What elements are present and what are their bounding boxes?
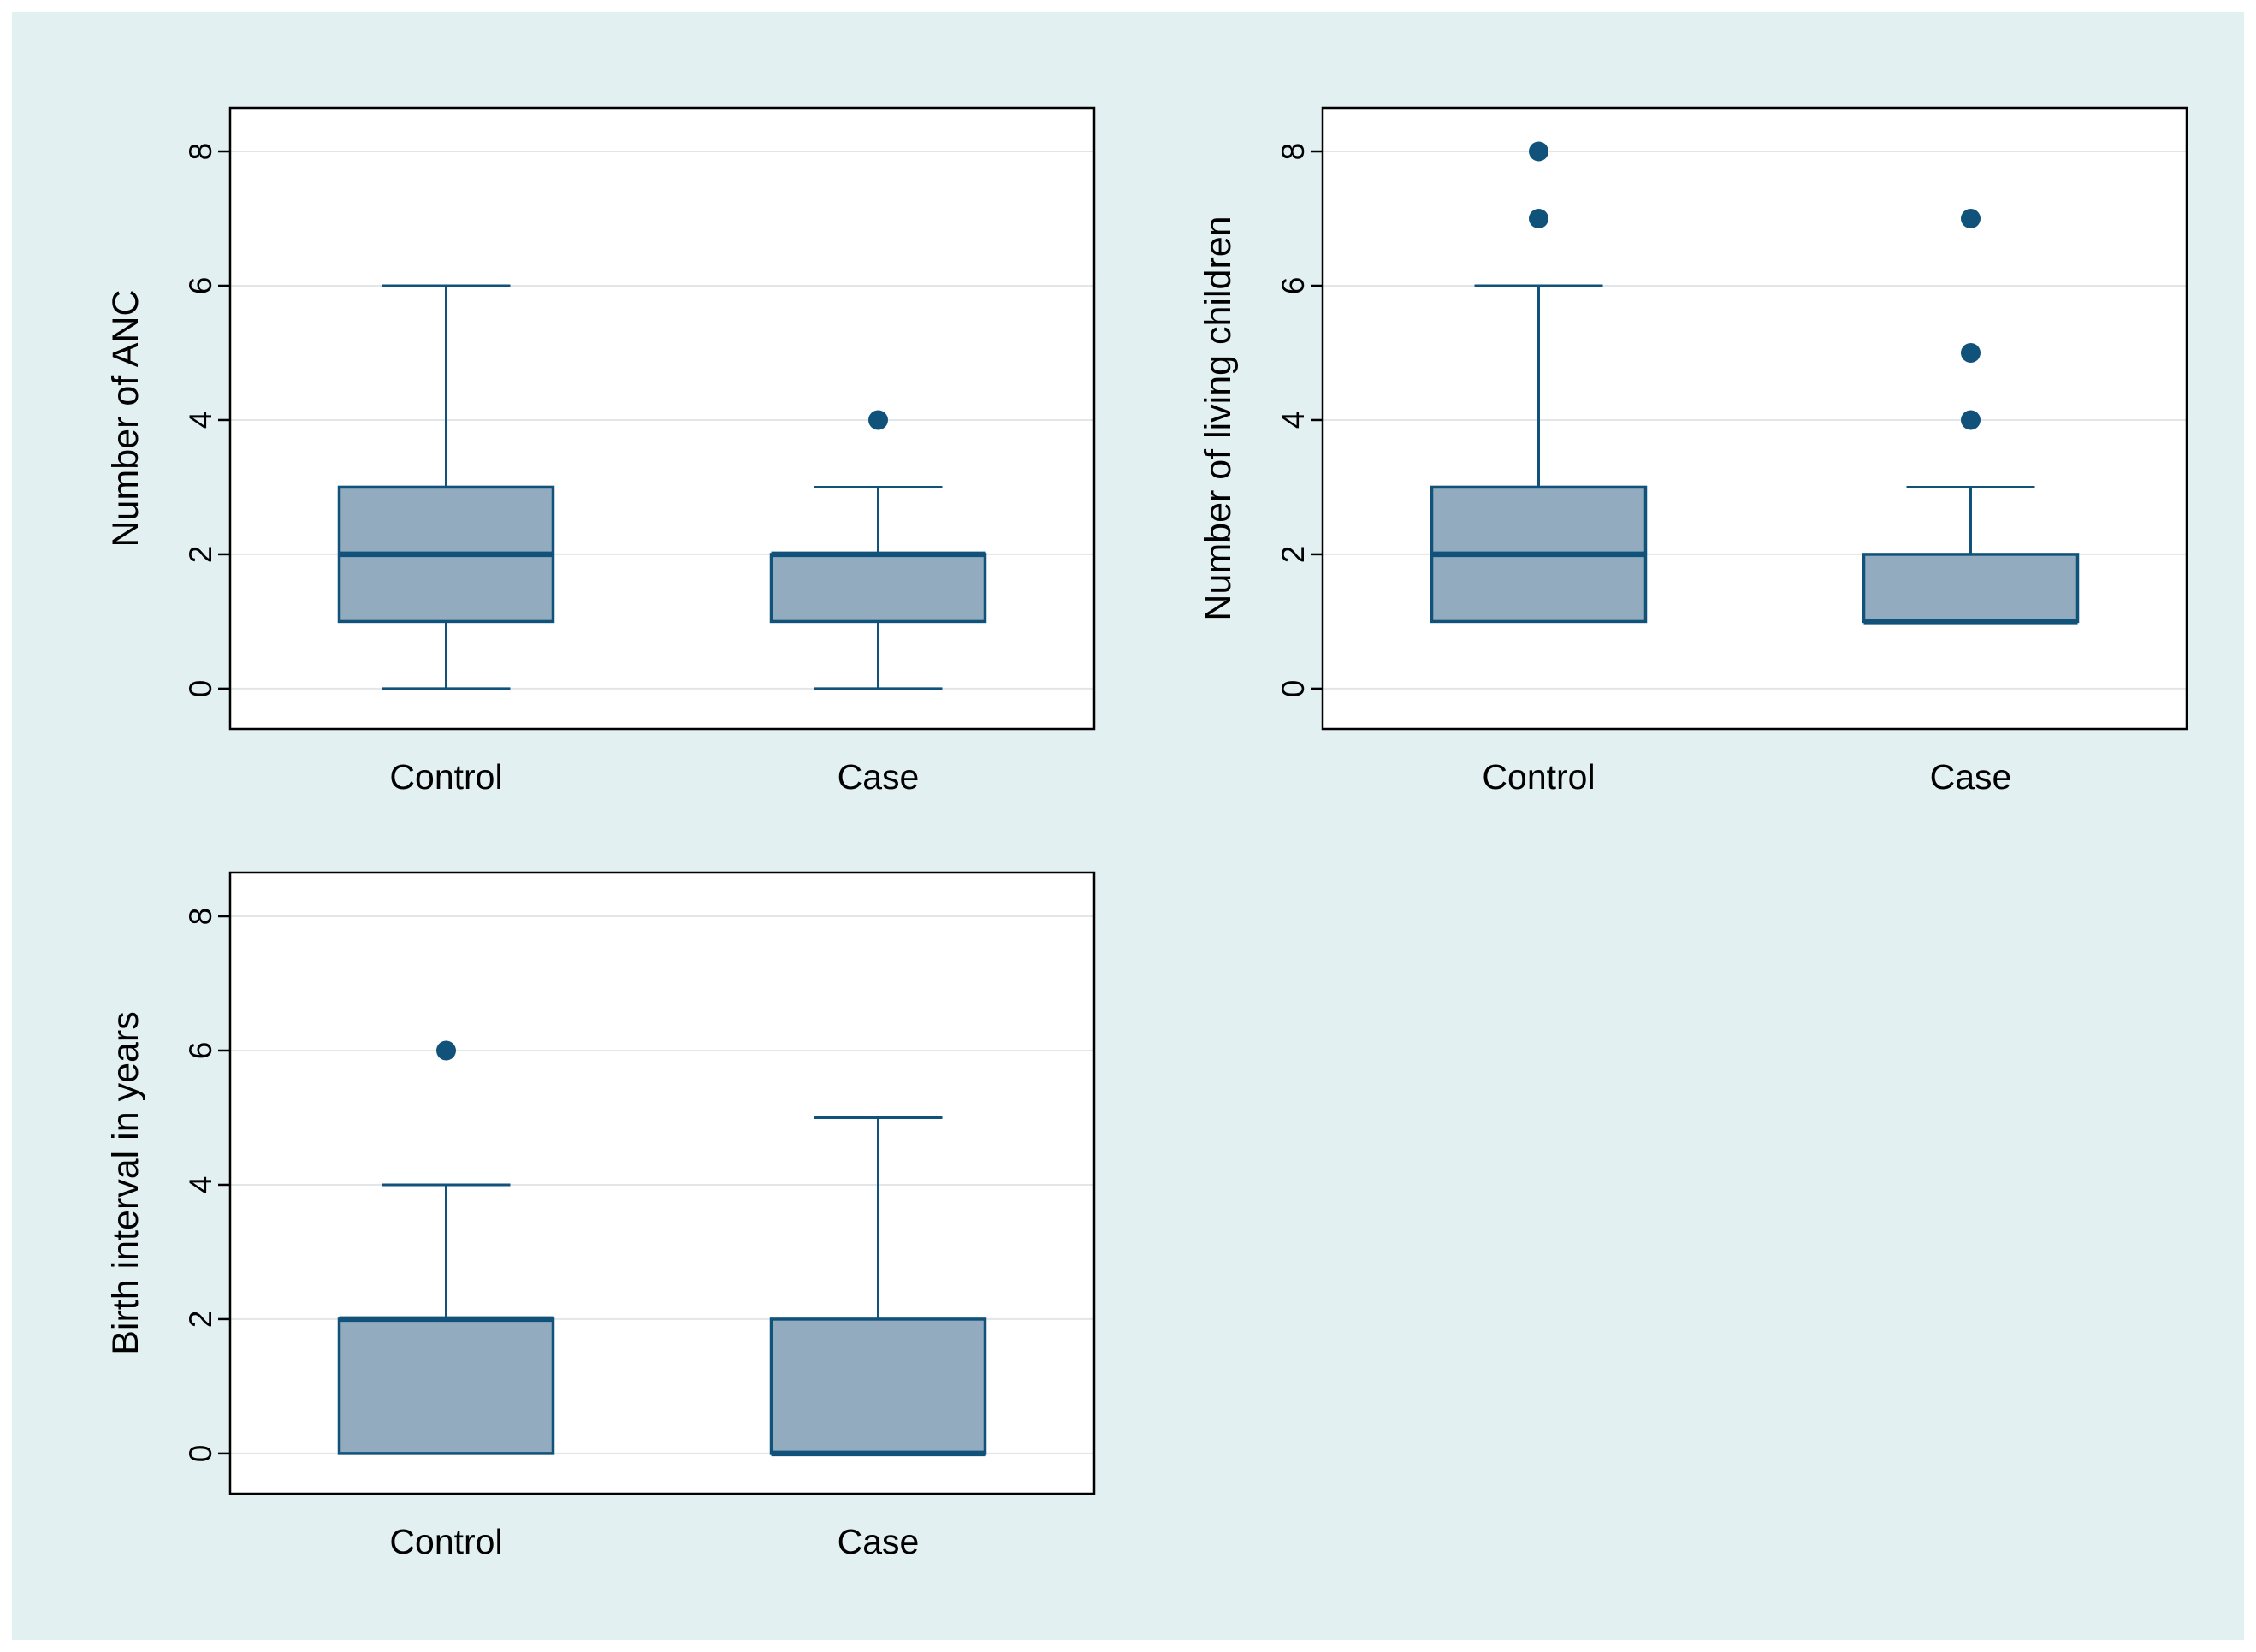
plot-area <box>230 108 1094 729</box>
y-tick-label: 0 <box>183 680 218 698</box>
outlier-point <box>1529 141 1548 162</box>
y-axis-title: Number of living children <box>1198 216 1239 620</box>
boxplot-birth-interval-in-years: 0 2 4 6 8 Control Case Birth interval in years <box>93 854 1103 1607</box>
plot-area <box>1323 108 2187 729</box>
outlier-point <box>436 1040 456 1061</box>
y-axis-title: Birth interval in years <box>105 1011 146 1355</box>
y-tick-label: 0 <box>1276 680 1311 698</box>
box-control <box>337 284 555 690</box>
y-tick-label: 0 <box>183 1445 218 1463</box>
y-tick-label: 4 <box>1276 412 1311 429</box>
boxplot-number-of-anc: 0 2 4 6 8 Control Case Number of ANC <box>93 89 1103 842</box>
plot-border <box>1321 106 2188 731</box>
y-tick-label: 6 <box>1276 277 1311 295</box>
y-tick-label: 8 <box>1276 143 1311 161</box>
y-tick-label: 2 <box>1276 546 1311 564</box>
y-tick-label: 2 <box>183 546 218 564</box>
iqr-box <box>337 1317 555 1455</box>
plot-border <box>228 871 1096 1495</box>
box-control <box>337 1040 555 1455</box>
y-axis-title: Number of ANC <box>105 289 146 547</box>
outlier-point <box>1961 410 1981 430</box>
figure-canvas: 0 2 4 6 8 Control Case Number of ANC 0 2 4 6 8 Contr… <box>12 12 2244 1640</box>
x-category-label: Case <box>838 1522 920 1561</box>
box-control <box>1430 141 1648 624</box>
boxplot-number-of-anc-svg: 0 2 4 6 8 Control Case Number of ANC <box>105 106 1096 796</box>
iqr-box <box>769 1317 987 1455</box>
x-category-label: Control <box>1482 757 1595 796</box>
box-case <box>769 410 987 690</box>
y-tick-label: 2 <box>183 1311 218 1329</box>
boxplot-birth-interval-in-years-svg: 0 2 4 6 8 Control Case Birth interval in years <box>105 871 1096 1561</box>
x-category-label: Control <box>389 1522 502 1561</box>
outlier-point <box>1529 209 1548 229</box>
outlier-point <box>1961 209 1981 229</box>
box-case <box>1862 209 2080 625</box>
box-case <box>769 1116 987 1457</box>
y-tick-label: 8 <box>183 143 218 161</box>
x-category-label: Case <box>838 757 920 796</box>
y-tick-label: 6 <box>183 1042 218 1060</box>
boxplot-number-of-living-children-svg: 0 2 4 6 8 Control Case Number of living childre… <box>1198 106 2188 796</box>
outlier-point <box>1961 342 1981 363</box>
plot-border <box>228 106 1096 731</box>
outlier-point <box>868 410 888 430</box>
iqr-box <box>1862 553 2080 624</box>
y-tick-label: 8 <box>183 908 218 926</box>
x-category-label: Case <box>1930 757 2012 796</box>
iqr-box <box>769 553 987 624</box>
y-tick-label: 4 <box>183 412 218 429</box>
y-tick-label: 4 <box>183 1176 218 1194</box>
boxplot-number-of-living-children: 0 2 4 6 8 Control Case Number of living childre… <box>1186 89 2195 842</box>
x-category-label: Control <box>389 757 502 796</box>
y-tick-label: 6 <box>183 277 218 295</box>
